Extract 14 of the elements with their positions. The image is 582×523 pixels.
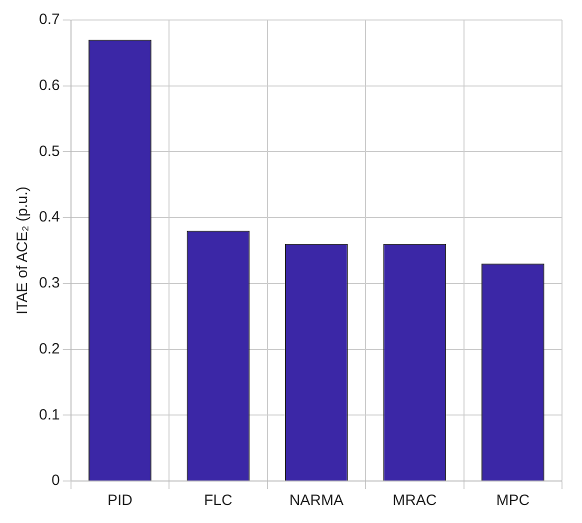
x-tick-label: NARMA (289, 492, 344, 510)
y-tick-label: 0.2 (38, 340, 60, 358)
y-tick-label: 0.1 (38, 406, 60, 424)
y-tick-label: 0.7 (38, 11, 60, 28)
x-tick-label: PID (107, 492, 133, 510)
y-tick-label: 0.6 (38, 77, 60, 94)
x-tick-label: MPC (496, 492, 530, 510)
x-tick-label: MRAC (392, 492, 437, 510)
y-tick-label: 0.5 (38, 142, 60, 160)
x-tick-label: FLC (204, 492, 233, 510)
y-axis-title: ITAE of ACE₂ (p.u.) (14, 186, 32, 315)
y-tick-label: 0.4 (38, 208, 60, 226)
y-tick-label: 0.3 (38, 274, 60, 292)
y-tick-label: 0 (52, 472, 60, 490)
